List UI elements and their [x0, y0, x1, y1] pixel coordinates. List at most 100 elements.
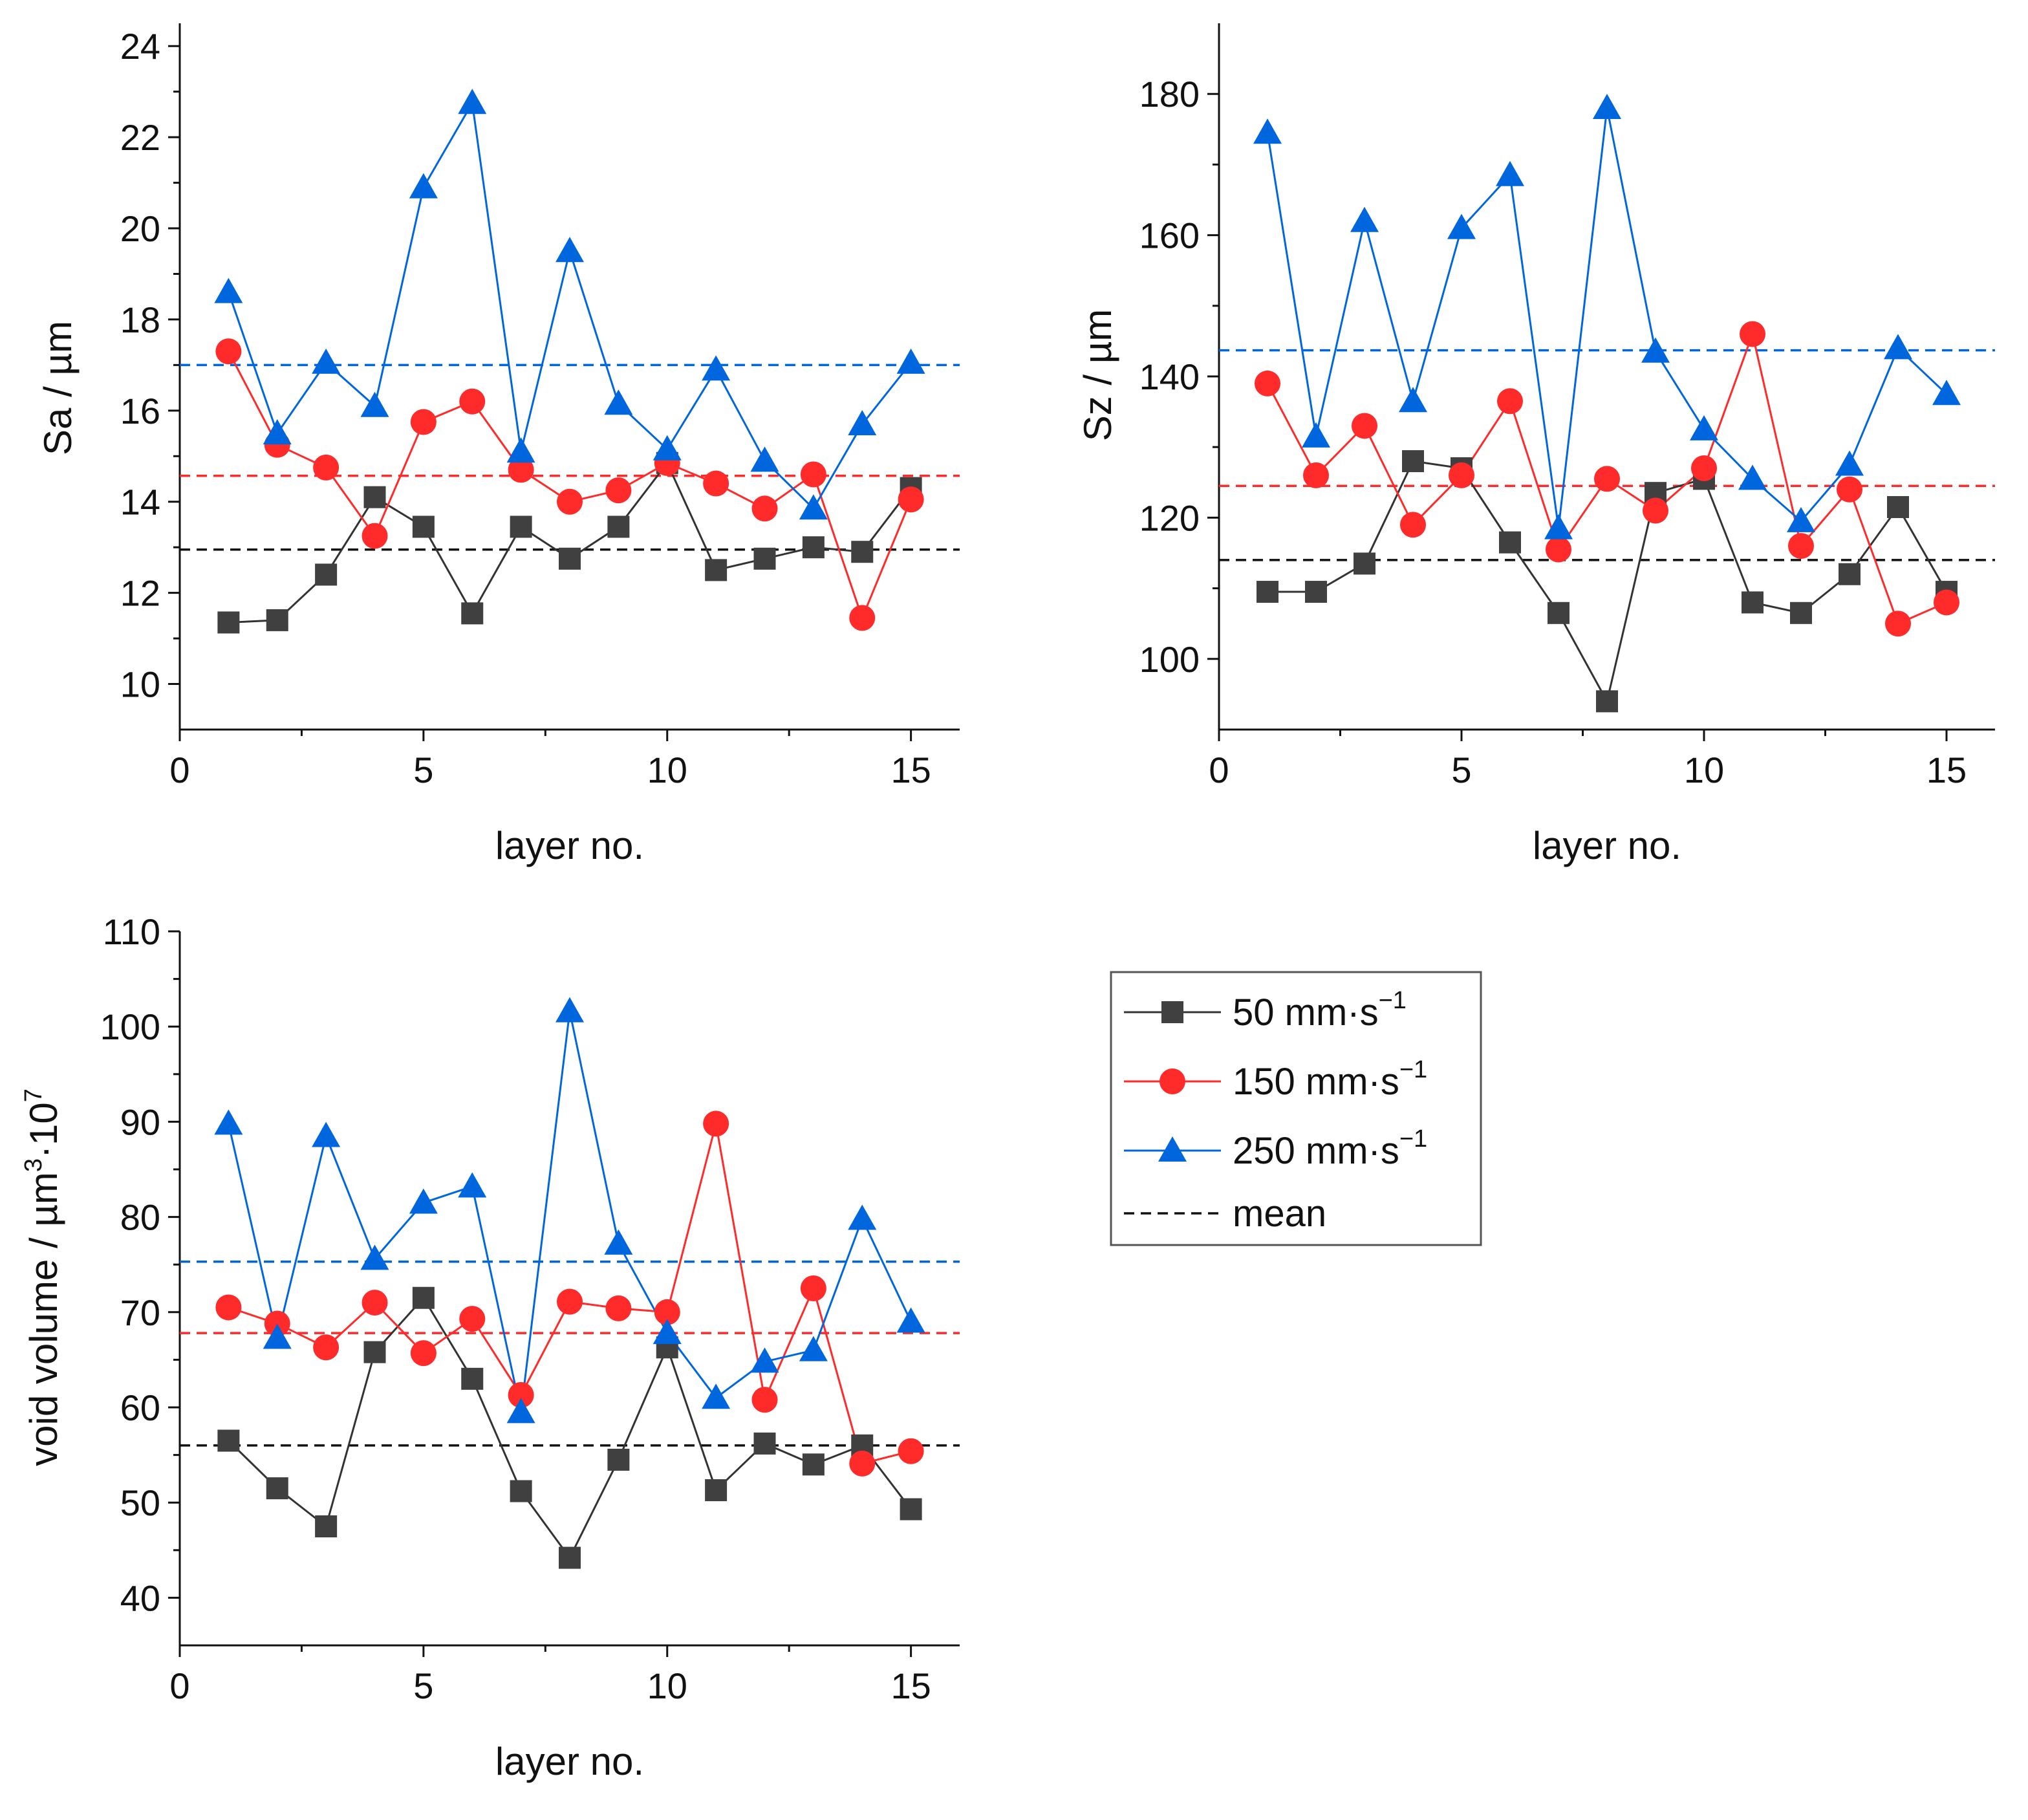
vv-y-tick-label: 80	[120, 1197, 160, 1238]
sz-point-triangle	[1884, 334, 1912, 360]
sa-x-tick-label: 5	[413, 750, 433, 790]
sa-y-tick-label: 12	[120, 573, 160, 614]
vv-y-tick-label: 40	[120, 1577, 160, 1618]
sa-point-triangle	[848, 409, 877, 435]
sz-point-triangle	[1496, 160, 1524, 186]
sa-point-triangle	[556, 237, 584, 263]
sa-point-triangle	[896, 348, 925, 374]
sa-y-tick-label: 14	[120, 482, 160, 523]
sz-point-square	[1305, 581, 1327, 603]
sz-point-square	[1790, 601, 1812, 624]
sa-point-triangle	[750, 446, 779, 472]
sz-y-tick-label: 120	[1139, 497, 1200, 538]
vv-point-circle	[800, 1275, 826, 1301]
sa-point-circle	[849, 605, 876, 631]
vv-point-circle	[898, 1438, 924, 1464]
sa-point-square	[802, 536, 825, 559]
sa-point-triangle	[458, 89, 487, 114]
legend-label: 50 mm·s−1	[1233, 987, 1407, 1034]
sa-y-tick-label: 10	[120, 664, 160, 705]
vv-point-square	[266, 1477, 288, 1500]
sa-point-square	[217, 611, 240, 634]
sz-point-circle	[1303, 462, 1329, 488]
sz-chart-panel: 0 5 10 15 100 120 140 160 180 layer no. Sz / µm	[1076, 23, 1995, 867]
vv-point-triangle	[312, 1121, 341, 1147]
sa-x-tick-label: 0	[169, 750, 189, 790]
sa-point-triangle	[263, 419, 292, 445]
sz-y-tick-label: 160	[1139, 215, 1200, 256]
sz-y-tick-label: 100	[1139, 639, 1200, 680]
legend-label-base: 250 mm·s	[1233, 1130, 1399, 1172]
sa-point-square	[607, 515, 630, 538]
vv-point-square	[753, 1432, 776, 1455]
sz-y-axis-label: Sz / µm	[1076, 309, 1119, 442]
sa-point-square	[363, 486, 386, 508]
sa-point-circle	[313, 454, 340, 481]
sa-chart-panel: 0 5 10 15 10 12 14 16 18 20 22 24 layer no. Sa / µm	[36, 23, 960, 867]
vv-point-circle	[313, 1334, 340, 1361]
sa-point-circle	[361, 523, 388, 549]
sz-point-square	[1548, 601, 1570, 624]
vv-point-triangle	[799, 1336, 828, 1361]
legend-marker-triangle	[1158, 1136, 1187, 1162]
sz-point-triangle	[1302, 422, 1330, 448]
sa-y-tick-label: 24	[120, 26, 160, 67]
vv-point-triangle	[458, 1172, 487, 1198]
sz-point-square	[1499, 531, 1521, 554]
sa-y-axis-label: Sa / µm	[36, 321, 80, 455]
y-label-base: void volume / µm	[22, 1172, 65, 1466]
vv-point-square	[363, 1341, 386, 1363]
sz-point-circle	[1255, 370, 1280, 396]
vv-point-square	[705, 1479, 728, 1502]
vv-point-circle	[703, 1110, 729, 1137]
sa-point-triangle	[506, 437, 535, 463]
sa-point-circle	[800, 461, 826, 488]
vv-y-axis-label: void volume / µm3·107	[20, 1089, 65, 1466]
sz-point-triangle	[1593, 94, 1621, 120]
vv-point-square	[510, 1480, 532, 1502]
sz-point-circle	[1449, 462, 1474, 488]
sz-point-square	[1596, 690, 1618, 713]
vv-y-tick-label: 60	[120, 1387, 160, 1428]
sz-point-circle	[1594, 466, 1620, 492]
sa-point-triangle	[799, 494, 828, 520]
sz-point-circle	[1885, 611, 1911, 637]
vv-point-circle	[849, 1450, 876, 1477]
sa-point-circle	[459, 388, 486, 415]
sa-point-triangle	[409, 173, 438, 199]
sz-point-triangle	[1350, 206, 1379, 232]
sa-y-tick-label: 20	[120, 208, 160, 249]
vv-point-triangle	[360, 1244, 389, 1270]
sa-point-square	[559, 547, 581, 570]
sz-point-square	[1402, 450, 1424, 473]
sa-point-circle	[215, 338, 242, 365]
sz-point-circle	[1497, 388, 1523, 415]
vv-point-triangle	[263, 1323, 292, 1349]
vv-point-square	[315, 1515, 338, 1537]
sz-point-triangle	[1787, 506, 1815, 532]
legend-label: 150 mm·s−1	[1233, 1056, 1427, 1103]
vv-point-circle	[654, 1299, 680, 1325]
sz-point-square	[1887, 496, 1909, 519]
sz-x-tick-label: 15	[1926, 750, 1967, 790]
vv-point-square	[559, 1546, 581, 1569]
sz-point-square	[1742, 591, 1764, 614]
sz-point-square	[1354, 552, 1375, 575]
vv-point-square	[607, 1448, 630, 1471]
legend-label-base: 150 mm·s	[1233, 1061, 1399, 1103]
sa-x-tick-label: 15	[890, 750, 931, 790]
sa-y-tick-label: 18	[120, 299, 160, 340]
vv-point-triangle	[702, 1383, 731, 1409]
vv-x-axis-label: layer no.	[495, 1740, 644, 1783]
legend-marker-circle	[1160, 1068, 1185, 1094]
sa-point-square	[851, 541, 874, 563]
legend-label-sup: −1	[1399, 1125, 1427, 1153]
sa-series-line-2	[227, 100, 912, 510]
sa-point-square	[315, 563, 338, 586]
void-volume-chart-panel: 0 5 10 15 40 50 60 70 80 90 100 110 layer no. void vo…	[20, 911, 960, 1783]
sz-point-triangle	[1544, 514, 1573, 539]
sa-point-triangle	[214, 277, 243, 303]
sz-point-circle	[1546, 536, 1571, 563]
vv-point-circle	[557, 1288, 583, 1315]
legend-marker-square	[1161, 1001, 1183, 1023]
